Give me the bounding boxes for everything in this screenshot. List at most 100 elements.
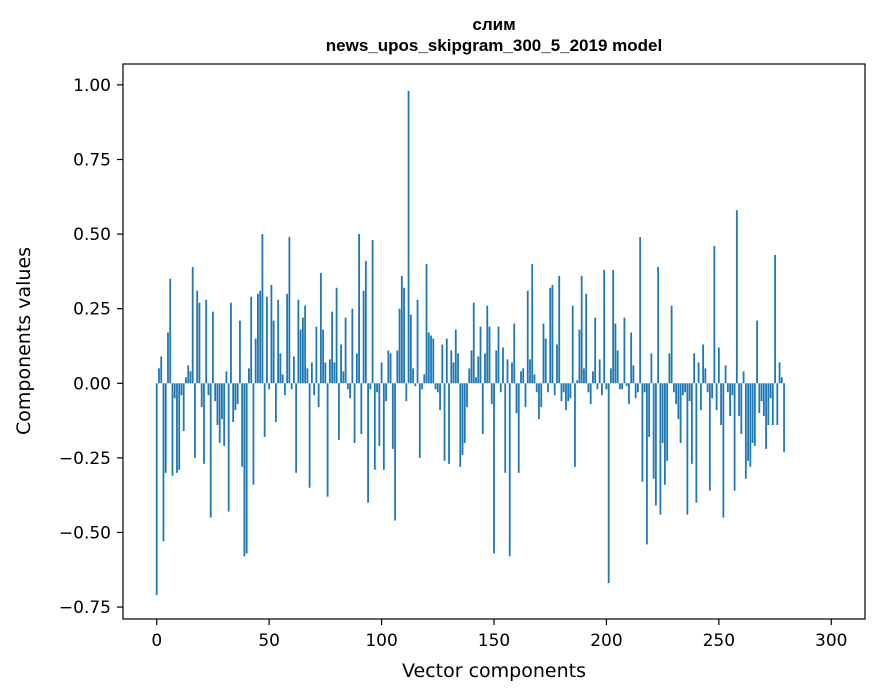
bar-277 bbox=[778, 362, 781, 384]
bar-259 bbox=[738, 383, 740, 417]
y-tick-label: −0.25 bbox=[59, 449, 111, 469]
bar-8 bbox=[173, 383, 176, 399]
bar-188 bbox=[578, 329, 581, 384]
bar-271 bbox=[765, 383, 767, 449]
bar-227 bbox=[666, 383, 669, 461]
bar-136 bbox=[461, 383, 464, 455]
bar-19 bbox=[198, 302, 201, 384]
bar-269 bbox=[760, 383, 763, 402]
bar-109 bbox=[400, 275, 403, 384]
x-tick-label: 250 bbox=[703, 631, 735, 651]
bar-180 bbox=[560, 383, 563, 402]
bar-186 bbox=[574, 383, 576, 467]
bar-10 bbox=[178, 383, 181, 470]
bar-26 bbox=[214, 383, 217, 402]
bar-117 bbox=[418, 383, 421, 458]
bar-190 bbox=[583, 368, 585, 384]
bar-193 bbox=[589, 383, 592, 405]
bar-222 bbox=[654, 383, 657, 506]
bar-111 bbox=[405, 383, 408, 402]
bar-130 bbox=[448, 383, 450, 464]
y-tick-label: −0.50 bbox=[59, 523, 111, 543]
bar-165 bbox=[526, 290, 529, 384]
bar-161 bbox=[517, 383, 520, 473]
chart-title-line2: news_upos_skipgram_300_5_2019 model bbox=[326, 36, 662, 55]
bar-0 bbox=[155, 383, 158, 596]
bar-120 bbox=[425, 263, 428, 384]
bar-60 bbox=[290, 383, 293, 390]
bar-41 bbox=[248, 368, 250, 384]
bar-160 bbox=[515, 383, 518, 414]
x-tick-label: 0 bbox=[151, 631, 162, 651]
bar-147 bbox=[486, 305, 489, 384]
bar-170 bbox=[538, 383, 540, 420]
bar-224 bbox=[659, 383, 662, 515]
bar-240 bbox=[695, 383, 698, 503]
bar-126 bbox=[439, 383, 441, 411]
bar-244 bbox=[704, 368, 707, 384]
bar-123 bbox=[432, 338, 435, 384]
bar-164 bbox=[524, 383, 527, 408]
bar-137 bbox=[463, 383, 466, 443]
bar-207 bbox=[621, 383, 624, 390]
bar-234 bbox=[681, 383, 684, 396]
bar-133 bbox=[454, 329, 457, 384]
bar-268 bbox=[758, 383, 761, 414]
bar-94 bbox=[367, 383, 369, 503]
bar-154 bbox=[502, 347, 504, 384]
bar-267 bbox=[756, 320, 758, 384]
bar-82 bbox=[340, 344, 342, 384]
bar-229 bbox=[670, 305, 673, 384]
bar-42 bbox=[250, 296, 253, 384]
bar-55 bbox=[279, 353, 282, 384]
bar-202 bbox=[610, 368, 612, 384]
bar-105 bbox=[391, 383, 394, 449]
bar-7 bbox=[171, 383, 174, 476]
bar-58 bbox=[286, 293, 289, 384]
bar-96 bbox=[371, 240, 374, 384]
x-axis-label: Vector components bbox=[402, 660, 586, 682]
bar-173 bbox=[544, 338, 547, 384]
bar-255 bbox=[729, 383, 731, 417]
bar-4 bbox=[164, 383, 167, 473]
x-axis-ticks: 0 50 100 150 200 250 300 bbox=[151, 619, 847, 651]
bar-46 bbox=[259, 290, 262, 384]
bar-197 bbox=[598, 359, 601, 384]
bar-70 bbox=[313, 383, 316, 396]
bar-24 bbox=[209, 383, 212, 518]
bar-231 bbox=[675, 383, 678, 405]
bar-118 bbox=[421, 383, 423, 390]
bar-276 bbox=[776, 383, 779, 426]
bar-32 bbox=[227, 383, 230, 512]
bar-177 bbox=[553, 383, 556, 396]
bar-200 bbox=[605, 383, 608, 390]
bar-179 bbox=[558, 275, 561, 384]
bar-238 bbox=[690, 383, 693, 464]
bar-91 bbox=[360, 383, 363, 434]
bar-18 bbox=[196, 290, 199, 384]
bar-99 bbox=[378, 383, 381, 446]
bar-104 bbox=[389, 353, 392, 384]
bar-72 bbox=[317, 383, 320, 408]
bar-17 bbox=[194, 383, 196, 458]
bar-106 bbox=[394, 383, 396, 521]
bar-176 bbox=[551, 284, 554, 384]
bar-262 bbox=[744, 383, 747, 479]
bar-198 bbox=[601, 383, 603, 396]
x-tick-label: 200 bbox=[590, 631, 622, 651]
bar-183 bbox=[567, 383, 570, 402]
bar-178 bbox=[556, 344, 558, 384]
bar-278 bbox=[780, 377, 783, 384]
bar-6 bbox=[169, 278, 172, 384]
bar-151 bbox=[495, 350, 498, 384]
bar-113 bbox=[409, 314, 412, 384]
bar-86 bbox=[349, 383, 351, 399]
bar-116 bbox=[416, 299, 419, 384]
bar-92 bbox=[362, 290, 365, 384]
bar-21 bbox=[203, 383, 205, 464]
bar-76 bbox=[326, 383, 329, 497]
bar-225 bbox=[661, 383, 664, 443]
bar-34 bbox=[232, 383, 235, 423]
x-tick-label: 100 bbox=[365, 631, 397, 651]
